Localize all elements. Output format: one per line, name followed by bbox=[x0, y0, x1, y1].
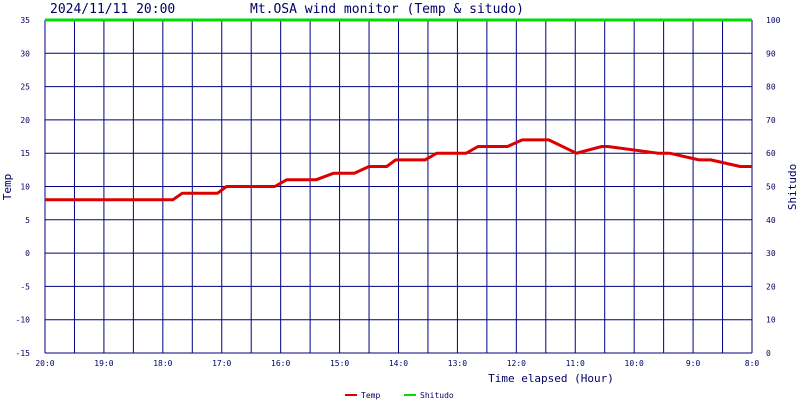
chart-title: Mt.OSA wind monitor (Temp & situdo) bbox=[250, 2, 524, 17]
y-tick-label-left: 10 bbox=[20, 183, 30, 192]
y-tick-label-left: -10 bbox=[16, 316, 31, 325]
x-tick-label: 9:0 bbox=[686, 359, 701, 368]
x-tick-label: 13:0 bbox=[448, 359, 467, 368]
y-tick-label-right: 70 bbox=[766, 116, 776, 125]
y-tick-label-right: 100 bbox=[766, 16, 781, 25]
y-tick-label-right: 10 bbox=[766, 316, 776, 325]
y-tick-label-right: 90 bbox=[766, 49, 776, 58]
legend-label-shitudo: Shitudo bbox=[420, 391, 454, 400]
x-tick-label: 20:0 bbox=[35, 359, 54, 368]
x-tick-label: 12:0 bbox=[507, 359, 526, 368]
left-y-axis-label: Temp bbox=[1, 174, 14, 201]
y-tick-label-right: 50 bbox=[766, 183, 776, 192]
y-tick-label-left: 15 bbox=[20, 149, 30, 158]
y-tick-label-left: -15 bbox=[16, 349, 31, 358]
x-tick-label: 11:0 bbox=[566, 359, 585, 368]
y-tick-label-left: 0 bbox=[25, 249, 30, 258]
y-tick-label-left: 30 bbox=[20, 49, 30, 58]
y-tick-label-right: 0 bbox=[766, 349, 771, 358]
y-tick-label-right: 30 bbox=[766, 249, 776, 258]
x-tick-label: 14:0 bbox=[389, 359, 408, 368]
grid bbox=[44, 19, 753, 354]
x-axis-label: Time elapsed (Hour) bbox=[488, 372, 614, 385]
x-ticks: 20:0 19:0 18:0 17:0 16:0 15:0 14:0 13:0 12:0 11:0… bbox=[35, 359, 759, 368]
y-tick-label-right: 80 bbox=[766, 83, 776, 92]
y-tick-label-left: 5 bbox=[25, 216, 30, 225]
x-tick-label: 8:0 bbox=[745, 359, 760, 368]
series-layer bbox=[45, 18, 752, 202]
legend-label-temp: Temp bbox=[361, 391, 380, 400]
y-tick-label-left: 20 bbox=[20, 116, 30, 125]
y-tick-label-left: 25 bbox=[20, 83, 30, 92]
legend: Temp Shitudo bbox=[345, 391, 454, 400]
y-tick-label-right: 40 bbox=[766, 216, 776, 225]
x-tick-label: 19:0 bbox=[94, 359, 113, 368]
x-tick-label: 10:0 bbox=[625, 359, 644, 368]
x-tick-label: 15:0 bbox=[330, 359, 349, 368]
chart-timestamp: 2024/11/11 20:00 bbox=[50, 2, 175, 17]
y-tick-label-right: 60 bbox=[766, 149, 776, 158]
x-tick-label: 18:0 bbox=[153, 359, 172, 368]
right-y-axis-label: Shitudo bbox=[786, 164, 799, 210]
x-tick-label: 16:0 bbox=[271, 359, 290, 368]
left-y-ticks: 35 30 25 20 15 10 5 0 -5 -10 -15 bbox=[16, 16, 31, 358]
x-tick-label: 17:0 bbox=[212, 359, 231, 368]
y-tick-label-left: 35 bbox=[20, 16, 30, 25]
y-tick-label-left: -5 bbox=[20, 282, 30, 291]
y-tick-label-right: 20 bbox=[766, 282, 776, 291]
series-line-temp bbox=[45, 138, 752, 202]
